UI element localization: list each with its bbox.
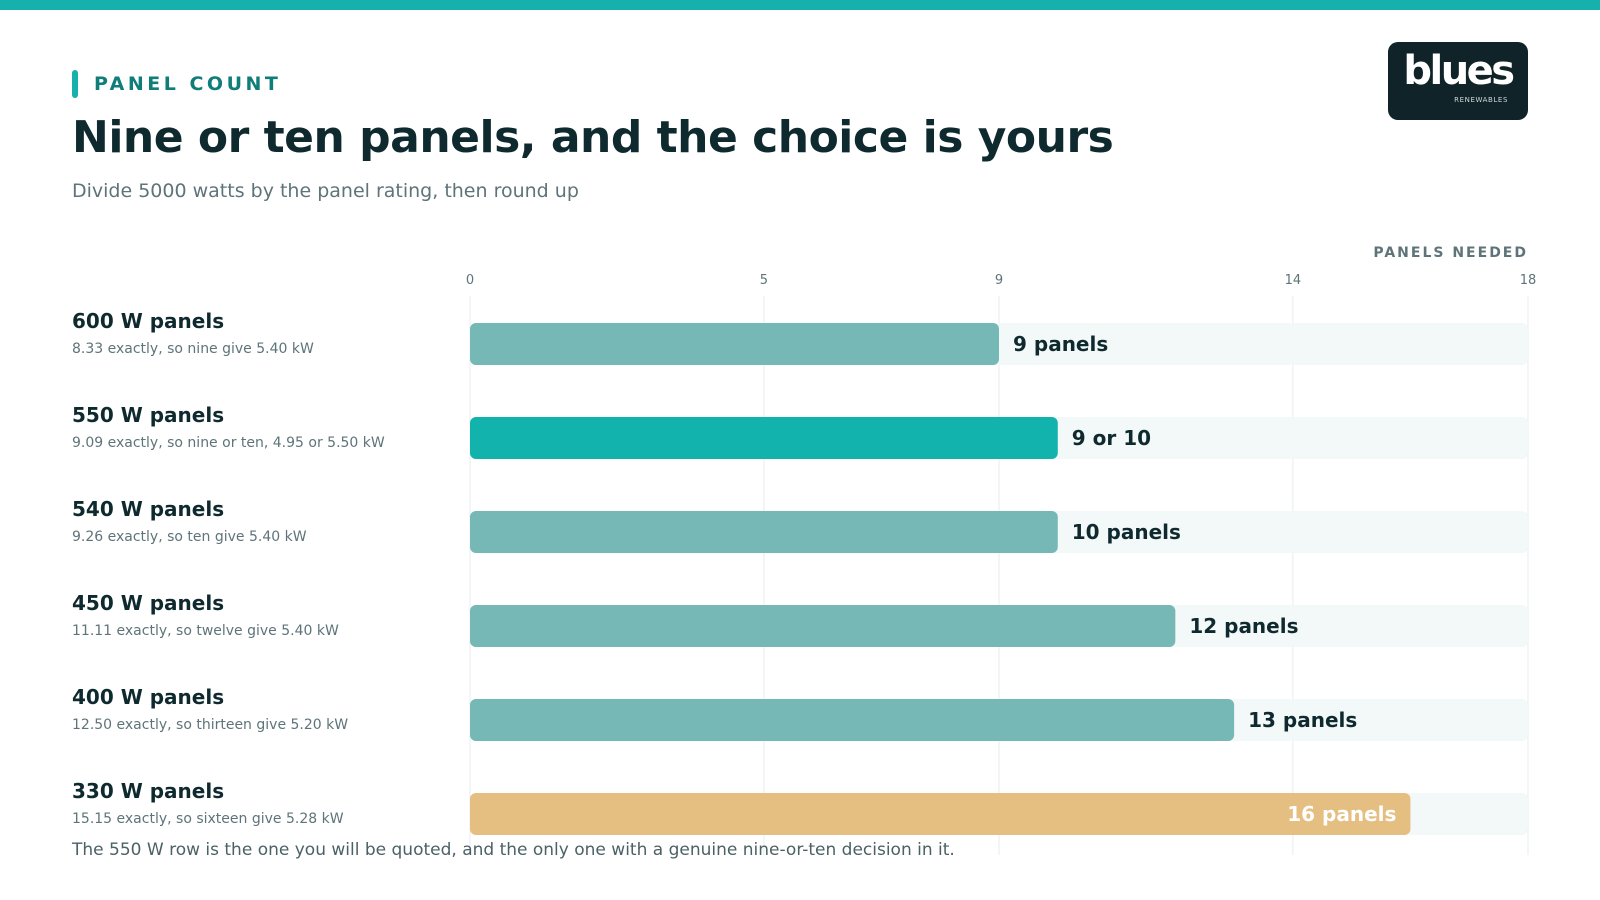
category-name: 450 W panels: [72, 591, 225, 615]
category-note: 8.33 exactly, so nine give 5.40 kW: [72, 341, 314, 357]
category-note: 12.50 exactly, so thirteen give 5.20 kW: [72, 717, 349, 733]
x-tick-label: 5: [760, 273, 768, 288]
bar: [470, 417, 1058, 459]
category-name: 600 W panels: [72, 309, 225, 333]
category-note: 11.11 exactly, so twelve give 5.40 kW: [72, 623, 339, 639]
category-name: 550 W panels: [72, 403, 225, 427]
bar: [470, 699, 1235, 741]
bar-value-label: 12 panels: [1189, 614, 1298, 638]
eyebrow-marker: [72, 70, 78, 98]
category-name: 540 W panels: [72, 497, 225, 521]
bar: [470, 323, 999, 365]
x-tick-label: 18: [1520, 273, 1537, 288]
category-row-label: 600 W panels 8.33 exactly, so nine give 5…: [72, 309, 314, 357]
category-note: 9.26 exactly, so ten give 5.40 kW: [72, 529, 307, 545]
x-tick-label: 14: [1285, 273, 1302, 288]
category-row-label: 400 W panels 12.50 exactly, so thirteen g…: [72, 685, 348, 733]
category-note: 9.09 exactly, so nine or ten, 4.95 or 5.…: [72, 435, 385, 451]
bar-value-label: 10 panels: [1072, 520, 1181, 544]
bar-value-label: 9 or 10: [1072, 426, 1151, 450]
bar: [470, 793, 1411, 835]
chart-footnote: The 550 W row is the one you will be quo…: [72, 840, 955, 860]
bar: [470, 605, 1176, 647]
x-tick-label: 9: [995, 273, 1003, 288]
eyebrow-label: PANEL COUNT: [94, 73, 282, 95]
category-name: 330 W panels: [72, 779, 225, 803]
category-row-label: 450 W panels 11.11 exactly, so twelve giv…: [72, 591, 339, 639]
category-name: 400 W panels: [72, 685, 225, 709]
bar-value-label: 13 panels: [1248, 708, 1357, 732]
category-note: 15.15 exactly, so sixteen give 5.28 kW: [72, 811, 344, 827]
bar: [470, 511, 1058, 553]
eyebrow: PANEL COUNT: [72, 70, 281, 98]
x-axis-title: PANELS NEEDED: [1373, 245, 1528, 261]
chart-subtitle: Divide 5000 watts by the panel rating, t…: [72, 180, 579, 202]
bar-value-label: 9 panels: [1013, 332, 1108, 356]
chart-title: Nine or ten panels, and the choice is yo…: [72, 112, 1114, 163]
category-row-label: 330 W panels 15.15 exactly, so sixteen gi…: [72, 779, 344, 827]
x-tick-label: 0: [466, 273, 474, 288]
category-row-label: 550 W panels 9.09 exactly, so nine or ten…: [72, 403, 385, 451]
logo-wordmark: blues: [1403, 48, 1515, 94]
logo-tagline: RENEWABLES: [1454, 96, 1508, 104]
bar-value-label: 16 panels: [1287, 802, 1396, 826]
brand-logo: blues RENEWABLES: [1388, 42, 1528, 120]
top-accent-strip: [0, 0, 1600, 10]
category-row-label: 540 W panels 9.26 exactly, so ten give 5.…: [72, 497, 307, 545]
